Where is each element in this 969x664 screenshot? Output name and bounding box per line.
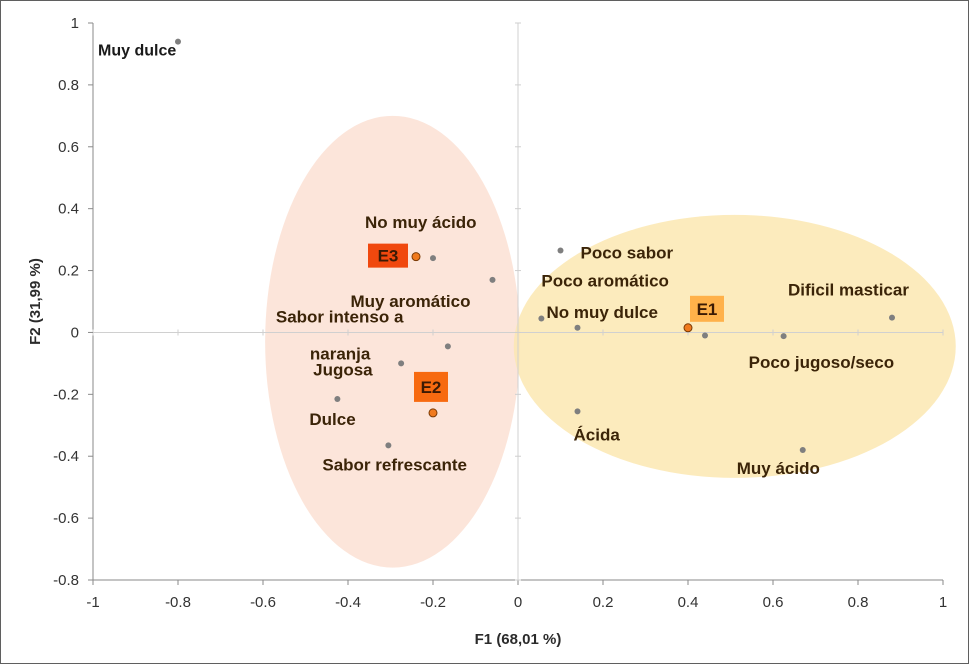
y-tick-label: 1 (71, 15, 79, 32)
sample-label-e3-box (368, 243, 408, 268)
y-tick-label: -0.6 (53, 510, 79, 527)
x-tick-label: 0.4 (678, 594, 699, 611)
attribute-point (398, 360, 405, 367)
attribute-point (430, 255, 436, 262)
label-poco-aromatico: Poco aromático (541, 272, 669, 291)
x-tick-label: 0 (514, 594, 522, 611)
y-tick-label: 0.6 (58, 139, 79, 156)
attribute-point (574, 408, 581, 415)
group-ellipse-e1 (513, 214, 956, 478)
label-no-muy-dulce: No muy dulce (547, 303, 658, 322)
sample-point (683, 323, 693, 333)
x-tick-label: -0.6 (250, 594, 276, 611)
sample-label-e1-box (690, 295, 724, 322)
label-sabor-refrescante: Sabor refrescante (322, 455, 467, 474)
x-tick-label: 0.8 (848, 594, 869, 611)
attribute-point (702, 332, 708, 339)
label-no-muy-acido: No muy ácido (365, 213, 476, 232)
x-tick-label: -0.4 (335, 594, 361, 611)
x-tick-label: 1 (939, 594, 947, 611)
label-acida: Ácida (574, 425, 621, 444)
y-tick-label: 0.8 (58, 77, 79, 94)
attribute-point (175, 38, 181, 45)
sample-point (411, 252, 421, 262)
attribute-point (557, 247, 564, 254)
label-poco-sabor: Poco sabor (581, 243, 674, 262)
attribute-point (574, 324, 581, 331)
label-muy-acido: Muy ácido (737, 459, 820, 478)
x-tick-label: 0.6 (763, 594, 784, 611)
label-sabor-intenso: Sabor intenso a naranja (276, 307, 404, 363)
x-tick-label: -0.2 (420, 594, 446, 611)
attribute-point (799, 447, 806, 454)
y-tick-label: 0.4 (58, 201, 79, 218)
attribute-point (489, 276, 496, 283)
label-dulce: Dulce (309, 410, 355, 429)
label-dificil-masticar: Dificil masticar (788, 281, 909, 300)
label-poco-jugoso: Poco jugoso/seco (749, 353, 894, 372)
y-axis-title: F2 (31,99 %) (27, 258, 44, 345)
label-muy-aromatico: Muy aromático (351, 292, 471, 311)
x-tick-label: -1 (86, 594, 99, 611)
attribute-point (538, 315, 545, 322)
y-tick-label: 0 (71, 324, 79, 341)
group-ellipse-e2-e3 (265, 115, 521, 568)
x-tick-label: 0.2 (593, 594, 614, 611)
y-tick-label: 0.2 (58, 263, 79, 280)
y-tick-label: -0.4 (53, 448, 79, 465)
sample-label-e1: E1 (697, 300, 718, 319)
attribute-point (334, 395, 341, 402)
label-muy-dulce: Muy dulce (98, 43, 176, 60)
attribute-point (780, 333, 787, 340)
sample-label-e3: E3 (378, 247, 399, 266)
attribute-point (444, 343, 451, 350)
sample-label-e2-box (414, 371, 448, 402)
x-axis-title: F1 (68,01 %) (475, 631, 562, 648)
sample-label-e2: E2 (421, 378, 442, 397)
label-jugosa: Jugosa (313, 360, 373, 379)
sample-point (428, 408, 438, 418)
attribute-point (385, 442, 392, 449)
y-tick-label: -0.2 (53, 386, 79, 403)
x-tick-label: -0.8 (165, 594, 191, 611)
y-tick-label: -0.8 (53, 572, 79, 589)
attribute-point (889, 314, 895, 321)
